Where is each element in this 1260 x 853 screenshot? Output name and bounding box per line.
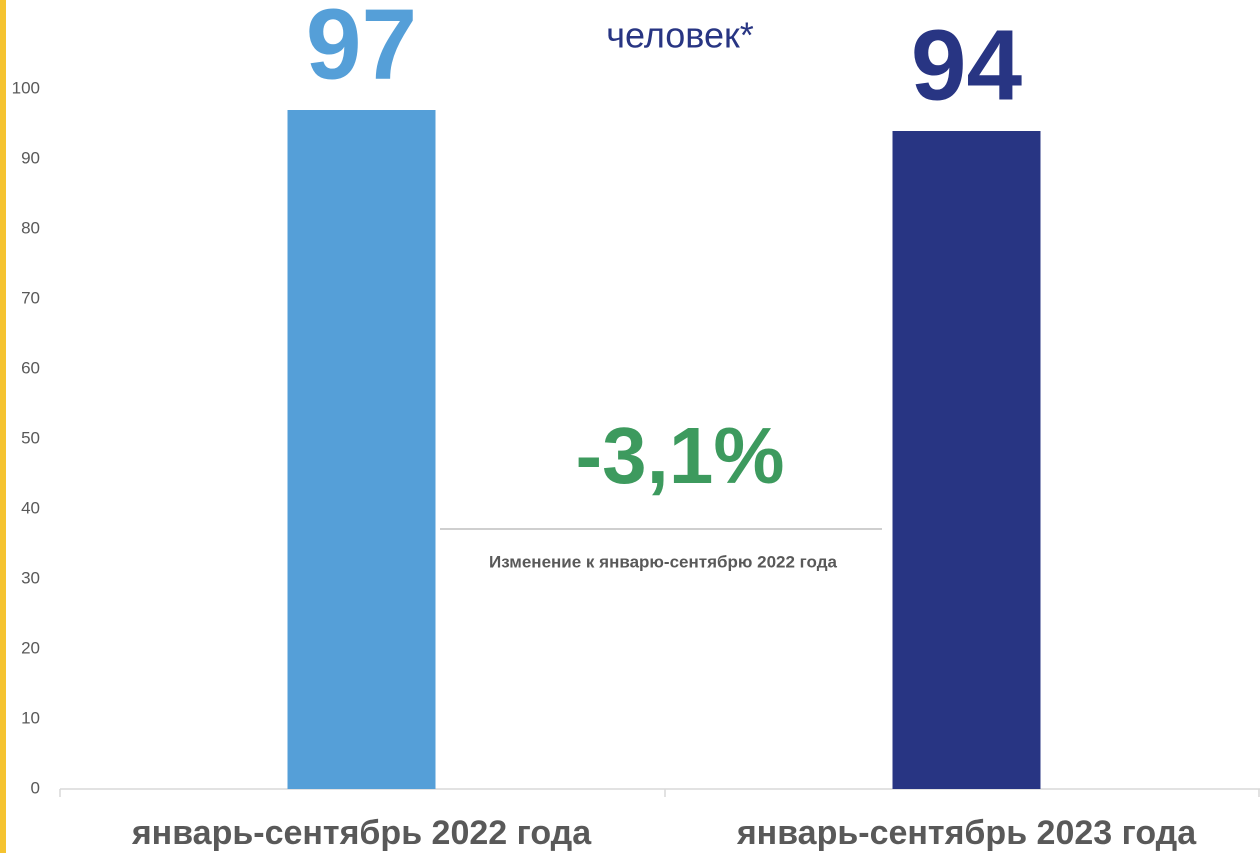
y-tick-label: 80: [21, 218, 40, 237]
y-tick-label: 90: [21, 148, 40, 167]
x-tick-label: январь-сентябрь 2022 года: [131, 814, 592, 852]
y-tick-label: 20: [21, 638, 40, 657]
value-label: 94: [911, 9, 1023, 121]
accent-stripe: [0, 0, 6, 853]
y-tick-label: 100: [12, 78, 40, 97]
x-tick-label: январь-сентябрь 2023 года: [736, 814, 1197, 852]
y-tick-label: 0: [31, 778, 40, 797]
chart-title: человек*: [606, 15, 754, 56]
y-tick-label: 30: [21, 568, 40, 587]
y-tick-label: 70: [21, 288, 40, 307]
y-tick-label: 60: [21, 358, 40, 377]
y-tick-label: 40: [21, 498, 40, 517]
change-value: -3,1%: [576, 411, 785, 500]
y-tick-label: 50: [21, 428, 40, 447]
bar: [892, 131, 1041, 789]
change-label: Изменение к январю-сентябрю 2022 года: [489, 552, 837, 571]
bar: [287, 110, 436, 789]
value-label: 97: [306, 0, 417, 100]
y-tick-label: 10: [21, 708, 40, 727]
